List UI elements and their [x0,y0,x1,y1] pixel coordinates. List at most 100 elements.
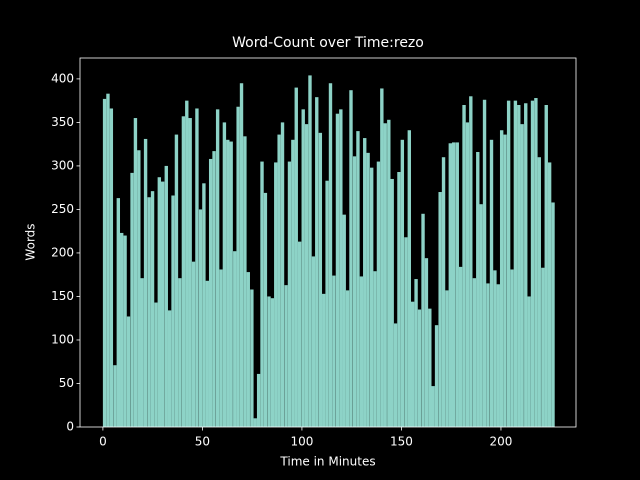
bar [325,180,329,427]
bar [239,83,244,427]
bar [280,122,285,427]
bar [222,122,227,427]
bar [301,109,305,428]
bar [369,167,374,428]
bar [441,157,446,427]
bar [380,88,384,428]
bar [534,98,538,427]
bar [246,272,250,427]
bar [383,123,387,427]
bar [263,192,268,427]
x-axis-label: Time in Minutes [279,455,375,469]
bar [428,308,432,427]
bar [191,261,196,427]
bar [123,235,127,427]
bar [133,118,138,427]
bar [393,323,398,427]
bar [315,97,319,428]
bar [476,151,480,427]
bar [339,109,343,428]
bar [137,150,141,427]
bar [424,258,429,427]
bar [147,197,151,427]
bar [537,157,541,427]
bar [161,181,165,427]
bar [469,96,473,427]
bar [322,293,326,427]
bar [212,151,216,427]
bar [530,100,535,428]
bar [551,202,555,427]
y-tick-label: 0 [66,420,74,434]
bar [373,271,377,427]
bar [106,93,110,427]
y-tick-label: 250 [51,202,74,216]
chart-title: Word-Count over Time:rezo [232,35,424,51]
bar [219,269,223,427]
bar [113,365,117,427]
bar [318,132,323,427]
bar [195,108,199,428]
bar [417,309,422,427]
bar [342,214,346,427]
bar [410,301,415,427]
bar [256,373,261,427]
bar [284,285,288,427]
bar [205,280,209,427]
bar [499,130,504,427]
bar [174,134,179,427]
bar [109,108,114,428]
bar [126,316,131,427]
bar [400,139,405,427]
bar [164,165,168,427]
bar [215,109,220,428]
bar [482,99,487,427]
bar [274,162,278,427]
bar [277,134,281,427]
bar [236,106,240,428]
bar [297,241,302,427]
y-tick-label: 400 [51,71,74,85]
bar [513,100,518,428]
bar [376,161,381,428]
bar [294,87,298,427]
bar [414,279,418,427]
bar [448,143,452,428]
bar [421,213,425,427]
bar [486,283,490,427]
bar [465,122,470,427]
bar [517,104,521,427]
bar [167,310,172,427]
bar [524,103,528,428]
bar [250,289,254,427]
bar [434,325,439,427]
bar [311,256,316,427]
bar [308,75,312,427]
bar [304,124,309,427]
bar [541,267,545,427]
bar [520,124,524,427]
bar [202,183,206,427]
bar [363,138,367,427]
bar [233,251,237,427]
bar [116,198,121,427]
bar [198,209,203,427]
bar [102,98,107,427]
bar [140,278,144,427]
bar [462,104,466,427]
bar [472,278,477,427]
bar [404,237,408,427]
y-tick-label: 350 [51,115,74,129]
bar [287,161,292,428]
bar [506,100,511,428]
bar [387,119,391,427]
plot-frame [79,57,577,428]
bar [397,172,401,427]
bar [150,191,155,427]
bar [130,172,134,427]
bar [332,275,336,427]
y-tick-label: 300 [51,158,74,172]
bar [253,418,257,427]
y-tick-label: 50 [59,376,74,390]
